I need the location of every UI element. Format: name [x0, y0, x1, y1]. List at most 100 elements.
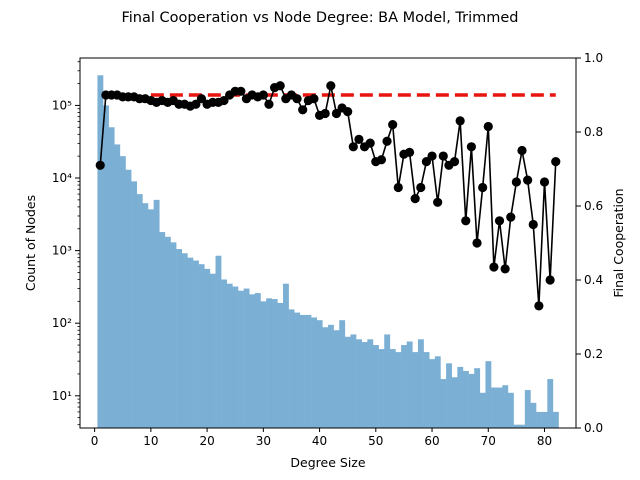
histogram-bar — [176, 249, 183, 428]
histogram-bar — [260, 301, 267, 428]
y-left-tick-label: 10³ — [52, 244, 72, 258]
cooperation-point — [309, 94, 319, 104]
histogram-bar — [266, 298, 273, 428]
histogram-bar — [328, 324, 334, 428]
histogram-bar — [277, 302, 284, 428]
histogram-bar — [451, 377, 458, 428]
y-right-tick-label: 0.4 — [584, 273, 603, 287]
cooperation-point — [275, 81, 285, 91]
histogram-bar — [524, 390, 531, 428]
y-right-tick-label: 1.0 — [584, 51, 603, 65]
cooperation-point — [466, 142, 476, 152]
cooperation-point — [388, 120, 398, 130]
histogram-bar — [372, 345, 379, 428]
histogram-bar — [119, 156, 126, 428]
x-tick-label: 0 — [91, 434, 99, 448]
histogram-bar — [232, 286, 239, 428]
cooperation-point — [523, 175, 533, 185]
cooperation-point — [528, 219, 538, 230]
histogram-bar — [491, 387, 497, 428]
histogram-bar — [541, 411, 548, 428]
histogram-bar — [103, 105, 109, 429]
cooperation-point — [551, 157, 561, 167]
cooperation-point — [196, 94, 207, 104]
cooperation-point — [421, 157, 432, 167]
histogram-bar — [226, 283, 233, 428]
y-right-tick-label: 0.6 — [584, 199, 603, 213]
histogram-bar — [412, 352, 419, 428]
cooperation-series — [95, 81, 561, 311]
y-right-tick-label: 0.8 — [584, 125, 603, 139]
histogram-bar — [384, 334, 391, 428]
histogram-bar — [187, 257, 194, 428]
histogram-bar — [401, 345, 407, 428]
cooperation-point — [292, 94, 302, 104]
histogram-bar — [170, 242, 177, 428]
histogram-bar — [389, 349, 396, 428]
histogram-bar — [530, 402, 537, 428]
cooperation-point — [191, 99, 201, 109]
cooperation-point — [500, 264, 510, 274]
histogram-bar — [406, 341, 413, 428]
histogram-bar — [429, 359, 436, 428]
histogram-bar — [215, 255, 222, 428]
histogram-bar — [462, 370, 469, 428]
histogram-bar — [333, 330, 340, 428]
histogram-bar — [350, 334, 357, 428]
histogram-bar — [193, 260, 199, 428]
cooperation-point — [506, 212, 516, 222]
cooperation-point — [343, 107, 353, 117]
cooperation-point — [427, 151, 437, 161]
cooperation-point — [236, 86, 246, 96]
cooperation-point — [534, 301, 544, 311]
histogram-bar — [305, 314, 312, 428]
cooperation-point — [517, 145, 527, 156]
histogram-bar — [446, 363, 452, 428]
histogram-bar — [97, 75, 104, 428]
histogram-bar — [159, 232, 166, 428]
histogram-bar — [254, 293, 261, 428]
cooperation-point — [410, 194, 420, 204]
y-left-tick-label: 10⁵ — [52, 98, 72, 112]
histogram-bar — [468, 373, 475, 428]
x-tick-label: 40 — [312, 434, 327, 448]
histogram-bar — [316, 320, 323, 428]
histogram-bar — [125, 169, 132, 429]
histogram-bar — [283, 283, 289, 428]
cooperation-point — [365, 138, 375, 148]
x-tick-label: 70 — [481, 434, 496, 448]
cooperation-point — [264, 99, 274, 109]
cooperation-point — [326, 81, 336, 91]
cooperation-point — [376, 155, 387, 165]
cooperation-point — [511, 177, 521, 187]
histogram-bar — [322, 327, 329, 428]
histogram-bar — [513, 424, 520, 428]
cooperation-point — [416, 182, 426, 193]
y-left-tick-label: 10² — [52, 316, 72, 330]
histogram-bar — [164, 236, 171, 428]
x-tick-label: 80 — [537, 434, 552, 448]
histogram-bar — [131, 181, 138, 428]
y-left-tick-label: 10¹ — [52, 389, 72, 403]
histogram-bar — [153, 199, 160, 428]
histogram-bar — [507, 392, 514, 428]
histogram-bar — [417, 339, 424, 428]
histogram-bar — [519, 424, 526, 428]
histogram-bar — [367, 339, 374, 428]
histogram-bar — [238, 290, 244, 428]
cooperation-point — [438, 151, 448, 161]
histogram-bar — [502, 385, 509, 428]
histogram-bar — [547, 379, 554, 428]
cooperation-point — [219, 95, 229, 106]
cooperation-point — [354, 134, 364, 144]
cooperation-point — [483, 121, 493, 132]
cooperation-point — [404, 147, 415, 157]
histogram-bar — [536, 411, 542, 428]
histogram-bar — [474, 368, 481, 428]
cooperation-point — [472, 238, 482, 248]
y-right-tick-label: 0.0 — [584, 421, 603, 435]
histogram-bar — [344, 336, 351, 428]
histogram-bar — [311, 317, 317, 428]
